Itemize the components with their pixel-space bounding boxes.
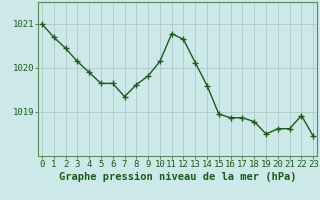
- X-axis label: Graphe pression niveau de la mer (hPa): Graphe pression niveau de la mer (hPa): [59, 172, 296, 182]
